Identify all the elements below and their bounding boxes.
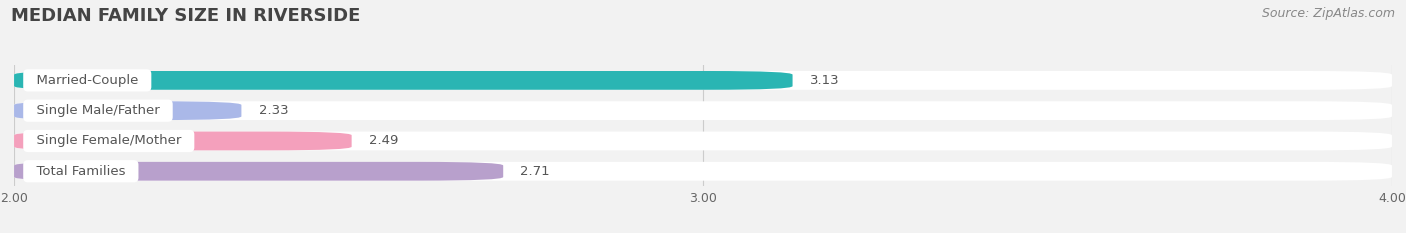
Text: 2.49: 2.49	[368, 134, 398, 147]
Text: Source: ZipAtlas.com: Source: ZipAtlas.com	[1261, 7, 1395, 20]
Text: Married-Couple: Married-Couple	[28, 74, 146, 87]
Text: 2.33: 2.33	[259, 104, 288, 117]
Text: 3.13: 3.13	[810, 74, 839, 87]
FancyBboxPatch shape	[14, 162, 503, 181]
Text: Single Female/Mother: Single Female/Mother	[28, 134, 190, 147]
FancyBboxPatch shape	[14, 132, 352, 150]
Text: 2.71: 2.71	[520, 165, 550, 178]
FancyBboxPatch shape	[14, 132, 1392, 150]
Text: Single Male/Father: Single Male/Father	[28, 104, 169, 117]
FancyBboxPatch shape	[14, 71, 1392, 90]
FancyBboxPatch shape	[14, 162, 1392, 181]
Text: MEDIAN FAMILY SIZE IN RIVERSIDE: MEDIAN FAMILY SIZE IN RIVERSIDE	[11, 7, 360, 25]
FancyBboxPatch shape	[14, 101, 242, 120]
FancyBboxPatch shape	[14, 101, 1392, 120]
Text: Total Families: Total Families	[28, 165, 134, 178]
FancyBboxPatch shape	[14, 71, 793, 90]
